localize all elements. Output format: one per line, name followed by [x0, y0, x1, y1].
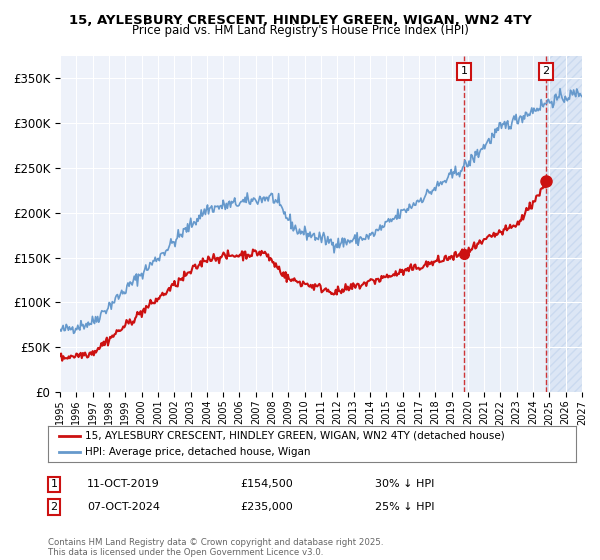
- Text: 15, AYLESBURY CRESCENT, HINDLEY GREEN, WIGAN, WN2 4TY: 15, AYLESBURY CRESCENT, HINDLEY GREEN, W…: [68, 14, 532, 27]
- Text: 07-OCT-2024: 07-OCT-2024: [87, 502, 160, 512]
- Text: Price paid vs. HM Land Registry's House Price Index (HPI): Price paid vs. HM Land Registry's House …: [131, 24, 469, 37]
- Text: 2: 2: [50, 502, 58, 512]
- Text: 1: 1: [461, 66, 468, 76]
- Text: 25% ↓ HPI: 25% ↓ HPI: [375, 502, 434, 512]
- Bar: [545, 56, 582, 392]
- Text: 30% ↓ HPI: 30% ↓ HPI: [375, 479, 434, 489]
- Text: £154,500: £154,500: [240, 479, 293, 489]
- Bar: [545, 56, 582, 392]
- Text: HPI: Average price, detached house, Wigan: HPI: Average price, detached house, Wiga…: [85, 447, 310, 457]
- Text: Contains HM Land Registry data © Crown copyright and database right 2025.
This d: Contains HM Land Registry data © Crown c…: [48, 538, 383, 557]
- Bar: [464, 56, 545, 392]
- Text: £235,000: £235,000: [240, 502, 293, 512]
- Text: 1: 1: [50, 479, 58, 489]
- Text: 2: 2: [542, 66, 549, 76]
- Text: 11-OCT-2019: 11-OCT-2019: [87, 479, 160, 489]
- Text: 15, AYLESBURY CRESCENT, HINDLEY GREEN, WIGAN, WN2 4TY (detached house): 15, AYLESBURY CRESCENT, HINDLEY GREEN, W…: [85, 431, 505, 441]
